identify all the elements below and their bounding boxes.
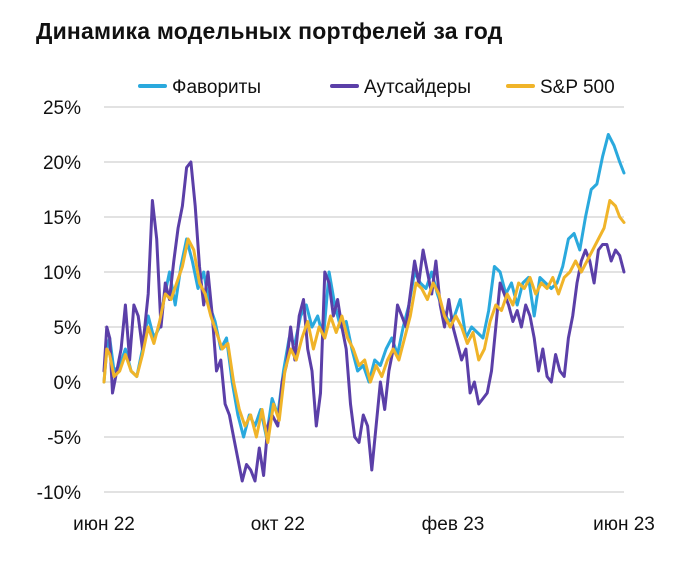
y-tick-label: 20% [43,153,81,174]
series-line-2 [102,160,626,483]
y-tick-label: -10% [37,483,81,504]
series-lines [102,133,626,483]
legend-label: Аутсайдеры [364,77,471,98]
legend: Фавориты Аутсайдеры S&P 500 [138,77,615,98]
x-tick-label: окт 22 [251,514,305,535]
x-tick-label: фев 23 [422,514,485,535]
x-tick-label: июн 23 [593,514,655,535]
y-tick-label: 0% [54,373,82,394]
y-tick-label: 10% [43,263,81,284]
y-axis: 25% 20% 15% 10% 5% 0% -5% -10% [37,98,81,504]
chart-title: Динамика модельных портфелей за год [36,18,503,44]
x-tick-label: июн 22 [73,514,135,535]
legend-label: S&P 500 [540,77,615,98]
y-tick-label: 25% [43,98,81,119]
y-tick-label: 15% [43,208,81,229]
y-tick-label: -5% [47,428,81,449]
grid [104,106,624,493]
legend-label: Фавориты [172,77,261,98]
x-axis: июн 22 окт 22 фев 23 июн 23 [73,514,655,535]
y-tick-label: 5% [54,318,82,339]
series-line-3 [102,199,626,444]
